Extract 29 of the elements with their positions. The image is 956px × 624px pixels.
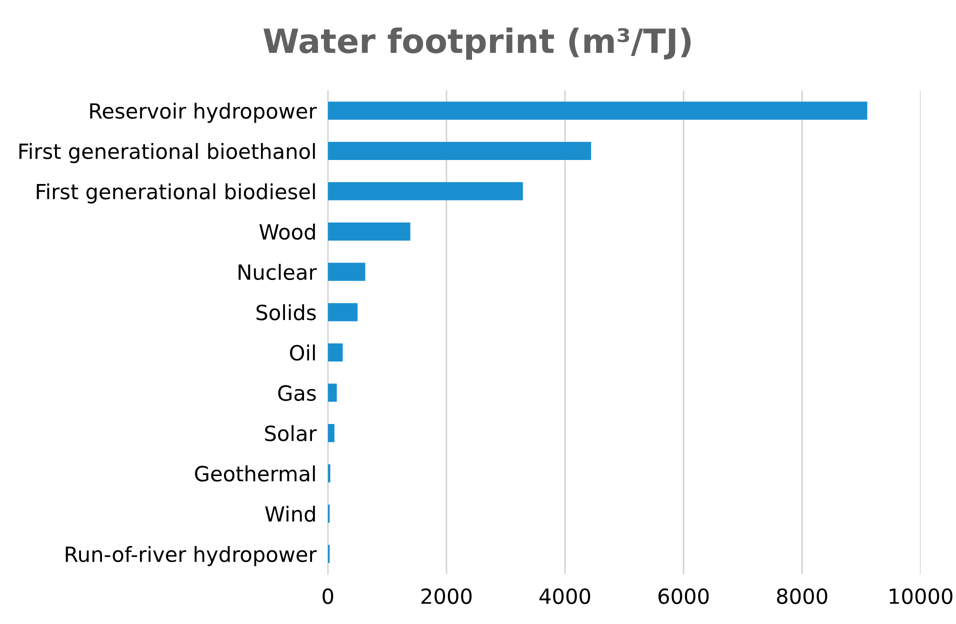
bar: [328, 102, 868, 120]
x-tick-label: 10000: [890, 588, 952, 604]
x-tick-label: 0: [322, 588, 334, 604]
bar: [328, 222, 410, 241]
x-tick-label: 8000: [776, 588, 828, 604]
y-tick-label: Run-of-river hydropower: [66, 546, 317, 566]
y-tick-label: Solar: [265, 425, 317, 442]
bar: [328, 142, 592, 160]
x-tick-label: 4000: [540, 588, 590, 604]
bar: [328, 262, 366, 281]
bar: [328, 384, 337, 402]
y-tick-label: Reservoir hydropower: [90, 102, 317, 123]
chart-title: Water footprint (m³/TJ): [264, 28, 691, 60]
bar: [328, 182, 523, 200]
y-tick-label: Solids: [256, 304, 316, 320]
x-tick-label: 2000: [421, 588, 472, 604]
x-tick-label: 6000: [658, 588, 709, 604]
y-tick-label: Wind: [265, 506, 315, 522]
bar: [328, 303, 358, 322]
bar: [328, 464, 330, 482]
y-tick-label: First generational bioethanol: [19, 143, 315, 164]
y-tick-label: First generational biodiesel: [36, 183, 315, 204]
y-tick-label: Oil: [290, 344, 315, 361]
y-tick-label: Gas: [278, 385, 316, 401]
y-tick-label: Geothermal: [195, 465, 315, 482]
bar: [328, 424, 334, 442]
bar: [328, 343, 343, 362]
y-tick-label: Nuclear: [238, 264, 317, 280]
y-tick-label: Wood: [259, 224, 315, 240]
